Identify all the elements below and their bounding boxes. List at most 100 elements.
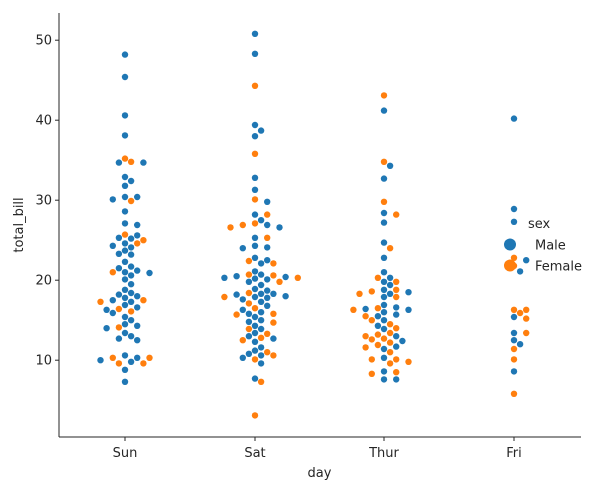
data-point-male bbox=[239, 306, 246, 313]
data-point-male bbox=[127, 177, 135, 185]
data-point-male bbox=[121, 378, 129, 385]
data-point-male bbox=[121, 286, 129, 293]
data-point-male bbox=[251, 254, 259, 261]
data-point-male bbox=[264, 244, 271, 251]
data-point-female bbox=[393, 325, 400, 332]
data-point-female bbox=[270, 319, 277, 326]
data-point-male bbox=[127, 358, 135, 365]
y-axis-label: total_bill bbox=[12, 197, 27, 252]
data-point-male bbox=[264, 221, 271, 229]
data-point-male bbox=[264, 287, 271, 294]
x-tick-label: Sun bbox=[113, 446, 138, 461]
data-point-male bbox=[380, 301, 388, 309]
data-point-female bbox=[523, 306, 530, 313]
data-point-male bbox=[134, 221, 141, 229]
data-point-female bbox=[251, 412, 259, 419]
data-point-male bbox=[380, 107, 388, 114]
legend-marker-male bbox=[504, 238, 516, 251]
data-point-male bbox=[239, 354, 246, 361]
data-point-female bbox=[374, 331, 382, 338]
data-point-male bbox=[121, 329, 129, 337]
data-point-male bbox=[115, 335, 123, 342]
data-point-male bbox=[516, 341, 524, 348]
data-point-male bbox=[510, 337, 518, 344]
data-point-male bbox=[251, 30, 259, 37]
data-point-male bbox=[393, 376, 400, 383]
data-point-male bbox=[251, 347, 259, 354]
data-point-male bbox=[134, 267, 141, 274]
data-point-male bbox=[121, 193, 129, 201]
data-point-male bbox=[251, 313, 259, 321]
data-point-female bbox=[97, 298, 104, 305]
data-point-male bbox=[251, 293, 259, 301]
data-point-male bbox=[134, 232, 141, 239]
data-point-male bbox=[380, 175, 388, 182]
legend-label-male: Male bbox=[535, 239, 566, 254]
y-tick-label: 30 bbox=[35, 194, 52, 209]
data-point-male bbox=[251, 338, 259, 345]
legend-entries: Male Female bbox=[504, 238, 582, 275]
data-point-female bbox=[393, 293, 400, 301]
data-point-male bbox=[264, 257, 271, 264]
data-point-male bbox=[257, 281, 265, 289]
data-point-female bbox=[115, 324, 123, 331]
data-point-male bbox=[134, 354, 141, 361]
data-point-female bbox=[245, 300, 253, 307]
data-point-male bbox=[127, 244, 135, 251]
data-point-female bbox=[257, 378, 265, 385]
data-point-female bbox=[276, 278, 283, 285]
data-point-female bbox=[368, 288, 375, 295]
data-point-male bbox=[264, 276, 271, 283]
data-point-male bbox=[257, 290, 265, 297]
data-point-male bbox=[393, 304, 400, 311]
data-point-male bbox=[127, 272, 135, 279]
data-point-male bbox=[239, 296, 246, 303]
data-point-male bbox=[386, 274, 394, 281]
x-tick-label: Fri bbox=[506, 446, 522, 461]
data-point-male bbox=[115, 250, 123, 257]
data-point-male bbox=[127, 333, 135, 340]
data-point-male bbox=[380, 368, 388, 375]
data-point-female bbox=[245, 257, 253, 265]
data-point-male bbox=[251, 329, 259, 337]
data-point-female bbox=[516, 309, 524, 317]
data-point-male bbox=[134, 304, 141, 311]
data-point-female bbox=[374, 274, 382, 281]
data-point-male bbox=[380, 317, 388, 324]
data-point-male bbox=[251, 234, 259, 241]
data-point-male bbox=[362, 305, 369, 313]
data-point-male bbox=[121, 366, 129, 373]
data-point-female bbox=[510, 254, 518, 261]
data-point-female bbox=[386, 339, 394, 346]
data-point-male bbox=[251, 285, 259, 293]
data-point-male bbox=[380, 376, 388, 383]
data-point-female bbox=[386, 245, 394, 252]
data-point-female bbox=[251, 150, 259, 157]
data-point-male bbox=[109, 196, 117, 203]
data-point-male bbox=[245, 350, 253, 357]
data-point-female bbox=[257, 334, 265, 341]
data-point-male bbox=[134, 322, 141, 329]
data-point-female bbox=[239, 221, 246, 229]
data-point-male bbox=[121, 208, 129, 215]
data-point-female bbox=[127, 158, 135, 165]
data-point-male bbox=[127, 281, 135, 288]
data-point-female bbox=[374, 341, 382, 349]
data-point-female bbox=[264, 211, 271, 218]
data-point-female bbox=[386, 349, 394, 356]
data-point-female bbox=[510, 306, 518, 313]
data-point-female bbox=[245, 289, 253, 297]
data-point-male bbox=[121, 220, 129, 227]
data-point-female bbox=[127, 308, 135, 315]
data-point-male bbox=[245, 310, 253, 317]
data-point-female bbox=[270, 272, 277, 279]
data-point-female bbox=[134, 240, 141, 247]
data-point-male bbox=[251, 242, 259, 249]
data-point-female bbox=[121, 231, 129, 238]
data-point-male bbox=[221, 274, 228, 281]
data-point-male bbox=[380, 219, 388, 226]
data-point-female bbox=[140, 237, 147, 244]
data-point-male bbox=[121, 247, 129, 254]
data-point-male bbox=[127, 251, 135, 258]
